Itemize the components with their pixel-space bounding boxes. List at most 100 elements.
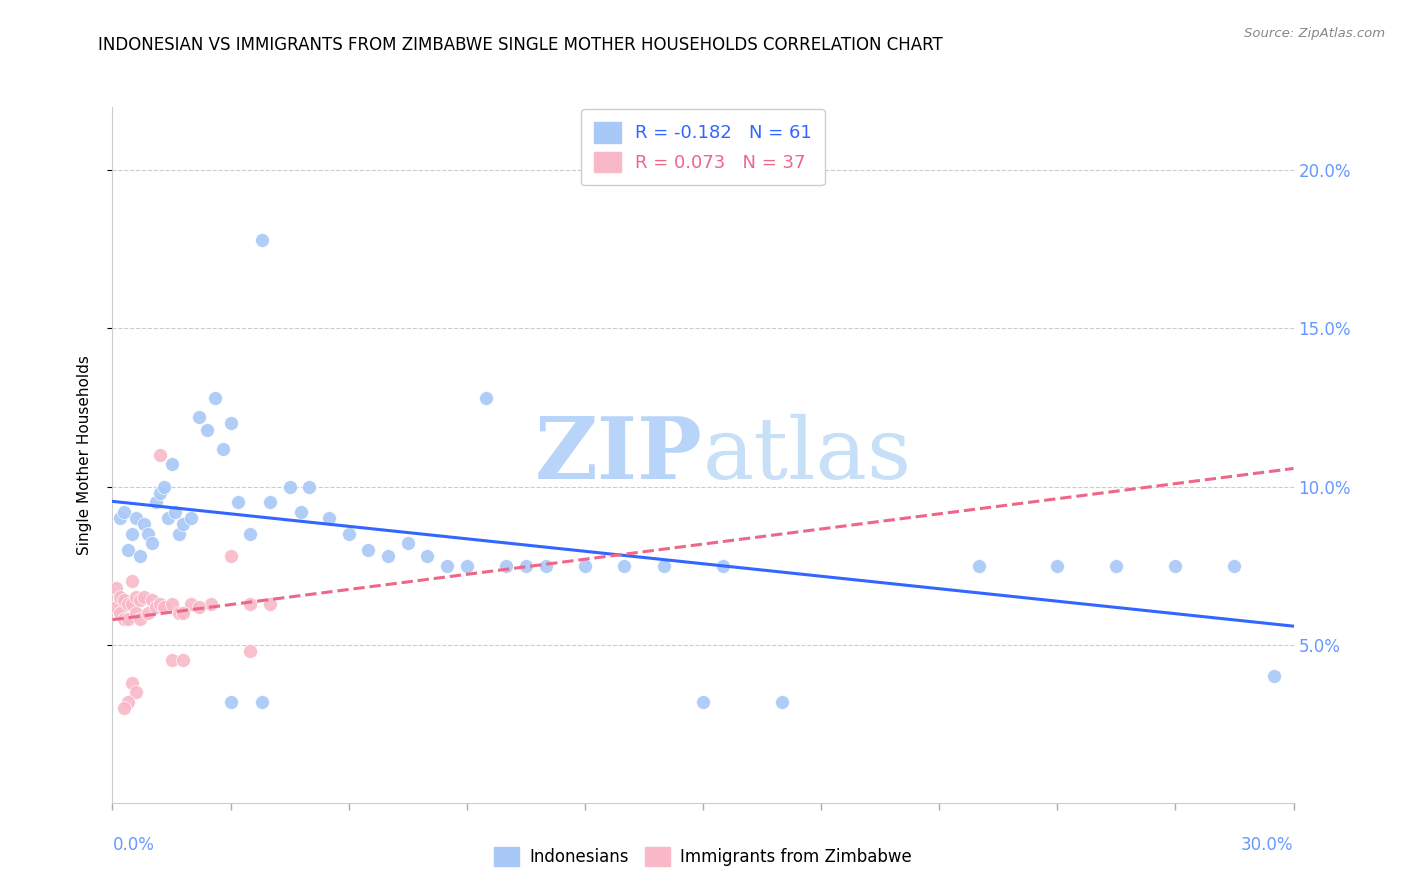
Point — [149, 597, 172, 611]
Point — [136, 606, 159, 620]
Point — [188, 599, 211, 614]
Point — [711, 558, 734, 573]
Point — [219, 695, 242, 709]
Text: 30.0%: 30.0% — [1241, 836, 1294, 855]
Legend: Indonesians, Immigrants from Zimbabwe: Indonesians, Immigrants from Zimbabwe — [488, 840, 918, 873]
Point — [129, 549, 152, 563]
Point — [117, 695, 139, 709]
Point — [112, 505, 135, 519]
Point — [195, 423, 218, 437]
Point — [121, 574, 143, 589]
Point — [416, 549, 439, 563]
Text: Source: ZipAtlas.com: Source: ZipAtlas.com — [1244, 27, 1385, 40]
Point — [574, 558, 596, 573]
Point — [152, 599, 174, 614]
Point — [136, 527, 159, 541]
Point — [172, 606, 194, 620]
Point — [259, 597, 281, 611]
Point — [1164, 558, 1187, 573]
Point — [188, 409, 211, 424]
Point — [149, 448, 172, 462]
Point — [239, 527, 262, 541]
Point — [145, 599, 167, 614]
Point — [110, 591, 132, 605]
Point — [180, 597, 202, 611]
Point — [172, 653, 194, 667]
Point — [290, 505, 312, 519]
Point — [318, 511, 340, 525]
Point — [132, 517, 155, 532]
Point — [129, 593, 152, 607]
Point — [475, 391, 498, 405]
Point — [110, 511, 132, 525]
Point — [112, 701, 135, 715]
Point — [172, 517, 194, 532]
Point — [117, 597, 139, 611]
Point — [125, 606, 148, 620]
Point — [298, 479, 321, 493]
Point — [436, 558, 458, 573]
Point — [250, 695, 273, 709]
Point — [117, 612, 139, 626]
Point — [160, 653, 183, 667]
Point — [152, 479, 174, 493]
Point — [156, 511, 179, 525]
Point — [357, 542, 380, 557]
Point — [121, 675, 143, 690]
Point — [125, 511, 148, 525]
Point — [652, 558, 675, 573]
Point — [456, 558, 478, 573]
Point — [112, 593, 135, 607]
Point — [259, 495, 281, 509]
Point — [125, 685, 148, 699]
Point — [121, 527, 143, 541]
Point — [396, 536, 419, 550]
Point — [1223, 558, 1246, 573]
Point — [515, 558, 537, 573]
Point — [180, 511, 202, 525]
Point — [770, 695, 793, 709]
Text: atlas: atlas — [703, 413, 912, 497]
Point — [967, 558, 990, 573]
Point — [1105, 558, 1128, 573]
Point — [250, 233, 273, 247]
Point — [211, 442, 233, 456]
Point — [141, 593, 163, 607]
Point — [692, 695, 714, 709]
Point — [239, 597, 262, 611]
Point — [129, 612, 152, 626]
Point — [219, 417, 242, 431]
Point — [117, 542, 139, 557]
Legend: R = -0.182   N = 61, R = 0.073   N = 37: R = -0.182 N = 61, R = 0.073 N = 37 — [581, 109, 825, 186]
Point — [495, 558, 517, 573]
Point — [534, 558, 557, 573]
Point — [169, 606, 191, 620]
Point — [105, 599, 128, 614]
Point — [337, 527, 360, 541]
Point — [1046, 558, 1069, 573]
Point — [145, 495, 167, 509]
Point — [278, 479, 301, 493]
Point — [149, 486, 172, 500]
Point — [239, 644, 262, 658]
Point — [121, 597, 143, 611]
Point — [105, 581, 128, 595]
Point — [228, 495, 250, 509]
Text: 0.0%: 0.0% — [112, 836, 155, 855]
Point — [110, 606, 132, 620]
Text: INDONESIAN VS IMMIGRANTS FROM ZIMBABWE SINGLE MOTHER HOUSEHOLDS CORRELATION CHAR: INDONESIAN VS IMMIGRANTS FROM ZIMBABWE S… — [98, 36, 943, 54]
Point — [613, 558, 636, 573]
Point — [132, 591, 155, 605]
Point — [377, 549, 399, 563]
Y-axis label: Single Mother Households: Single Mother Households — [77, 355, 91, 555]
Point — [204, 391, 226, 405]
Point — [112, 612, 135, 626]
Point — [165, 505, 187, 519]
Point — [219, 549, 242, 563]
Point — [125, 591, 148, 605]
Point — [200, 597, 222, 611]
Point — [169, 527, 191, 541]
Text: ZIP: ZIP — [536, 413, 703, 497]
Point — [160, 597, 183, 611]
Point — [1263, 669, 1285, 683]
